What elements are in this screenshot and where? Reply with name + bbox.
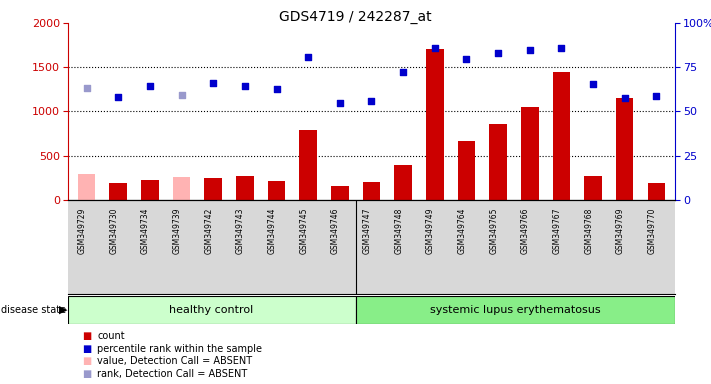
Bar	[616, 98, 634, 200]
Text: healthy control: healthy control	[169, 305, 254, 315]
Bar	[205, 178, 222, 200]
Bar	[584, 176, 602, 200]
Text: GSM349739: GSM349739	[173, 207, 181, 254]
Point	[651, 93, 662, 99]
Bar	[363, 182, 380, 200]
Text: GSM349744: GSM349744	[267, 207, 277, 254]
Text: systemic lupus erythematosus: systemic lupus erythematosus	[430, 305, 601, 315]
Text: ▶: ▶	[59, 305, 68, 315]
Text: GSM349749: GSM349749	[426, 207, 435, 254]
Text: GSM349765: GSM349765	[489, 207, 498, 254]
Text: GSM349748: GSM349748	[394, 207, 403, 253]
Bar	[141, 180, 159, 200]
Text: ■: ■	[82, 356, 91, 366]
Text: GSM349746: GSM349746	[331, 207, 340, 254]
Point	[556, 45, 567, 51]
Point	[271, 86, 282, 93]
Bar	[489, 124, 507, 200]
Point	[524, 46, 535, 53]
Text: GSM349747: GSM349747	[363, 207, 371, 254]
Point	[334, 100, 346, 106]
Text: percentile rank within the sample: percentile rank within the sample	[97, 344, 262, 354]
Bar	[236, 176, 254, 200]
Point	[239, 83, 250, 89]
Text: GSM349734: GSM349734	[141, 207, 150, 254]
Text: GDS4719 / 242287_at: GDS4719 / 242287_at	[279, 10, 432, 23]
Point	[208, 80, 219, 86]
Point	[112, 94, 124, 100]
Text: GSM349764: GSM349764	[457, 207, 466, 254]
Bar	[521, 107, 538, 200]
Point	[365, 98, 377, 104]
Text: GSM349767: GSM349767	[552, 207, 562, 254]
Bar	[552, 73, 570, 200]
Point	[461, 56, 472, 62]
Bar	[426, 49, 444, 200]
Point	[493, 50, 504, 56]
Text: GSM349729: GSM349729	[77, 207, 87, 253]
Text: GSM349745: GSM349745	[299, 207, 308, 254]
Text: GSM349769: GSM349769	[616, 207, 625, 254]
Text: disease state: disease state	[1, 305, 67, 315]
Text: value, Detection Call = ABSENT: value, Detection Call = ABSENT	[97, 356, 252, 366]
Point	[397, 70, 409, 76]
Point	[176, 92, 187, 98]
Text: GSM349743: GSM349743	[236, 207, 245, 254]
Bar	[173, 177, 191, 200]
Text: count: count	[97, 331, 125, 341]
FancyBboxPatch shape	[356, 296, 675, 324]
Bar	[268, 181, 285, 200]
Point	[144, 83, 156, 89]
Bar	[77, 174, 95, 200]
Text: GSM349770: GSM349770	[648, 207, 656, 254]
Bar	[458, 141, 475, 200]
Text: ■: ■	[82, 369, 91, 379]
Text: GSM349742: GSM349742	[204, 207, 213, 253]
Bar	[299, 130, 317, 200]
Text: rank, Detection Call = ABSENT: rank, Detection Call = ABSENT	[97, 369, 247, 379]
Bar	[648, 183, 665, 200]
Text: ■: ■	[82, 344, 91, 354]
Point	[81, 84, 92, 91]
Text: GSM349766: GSM349766	[520, 207, 530, 254]
Point	[429, 45, 441, 51]
Text: GSM349730: GSM349730	[109, 207, 118, 254]
Text: GSM349768: GSM349768	[584, 207, 593, 253]
Point	[619, 95, 631, 101]
FancyBboxPatch shape	[68, 296, 356, 324]
Bar	[395, 165, 412, 200]
Bar	[331, 185, 348, 200]
Bar	[109, 183, 127, 200]
Point	[302, 53, 314, 60]
Text: ■: ■	[82, 331, 91, 341]
Point	[587, 81, 599, 87]
